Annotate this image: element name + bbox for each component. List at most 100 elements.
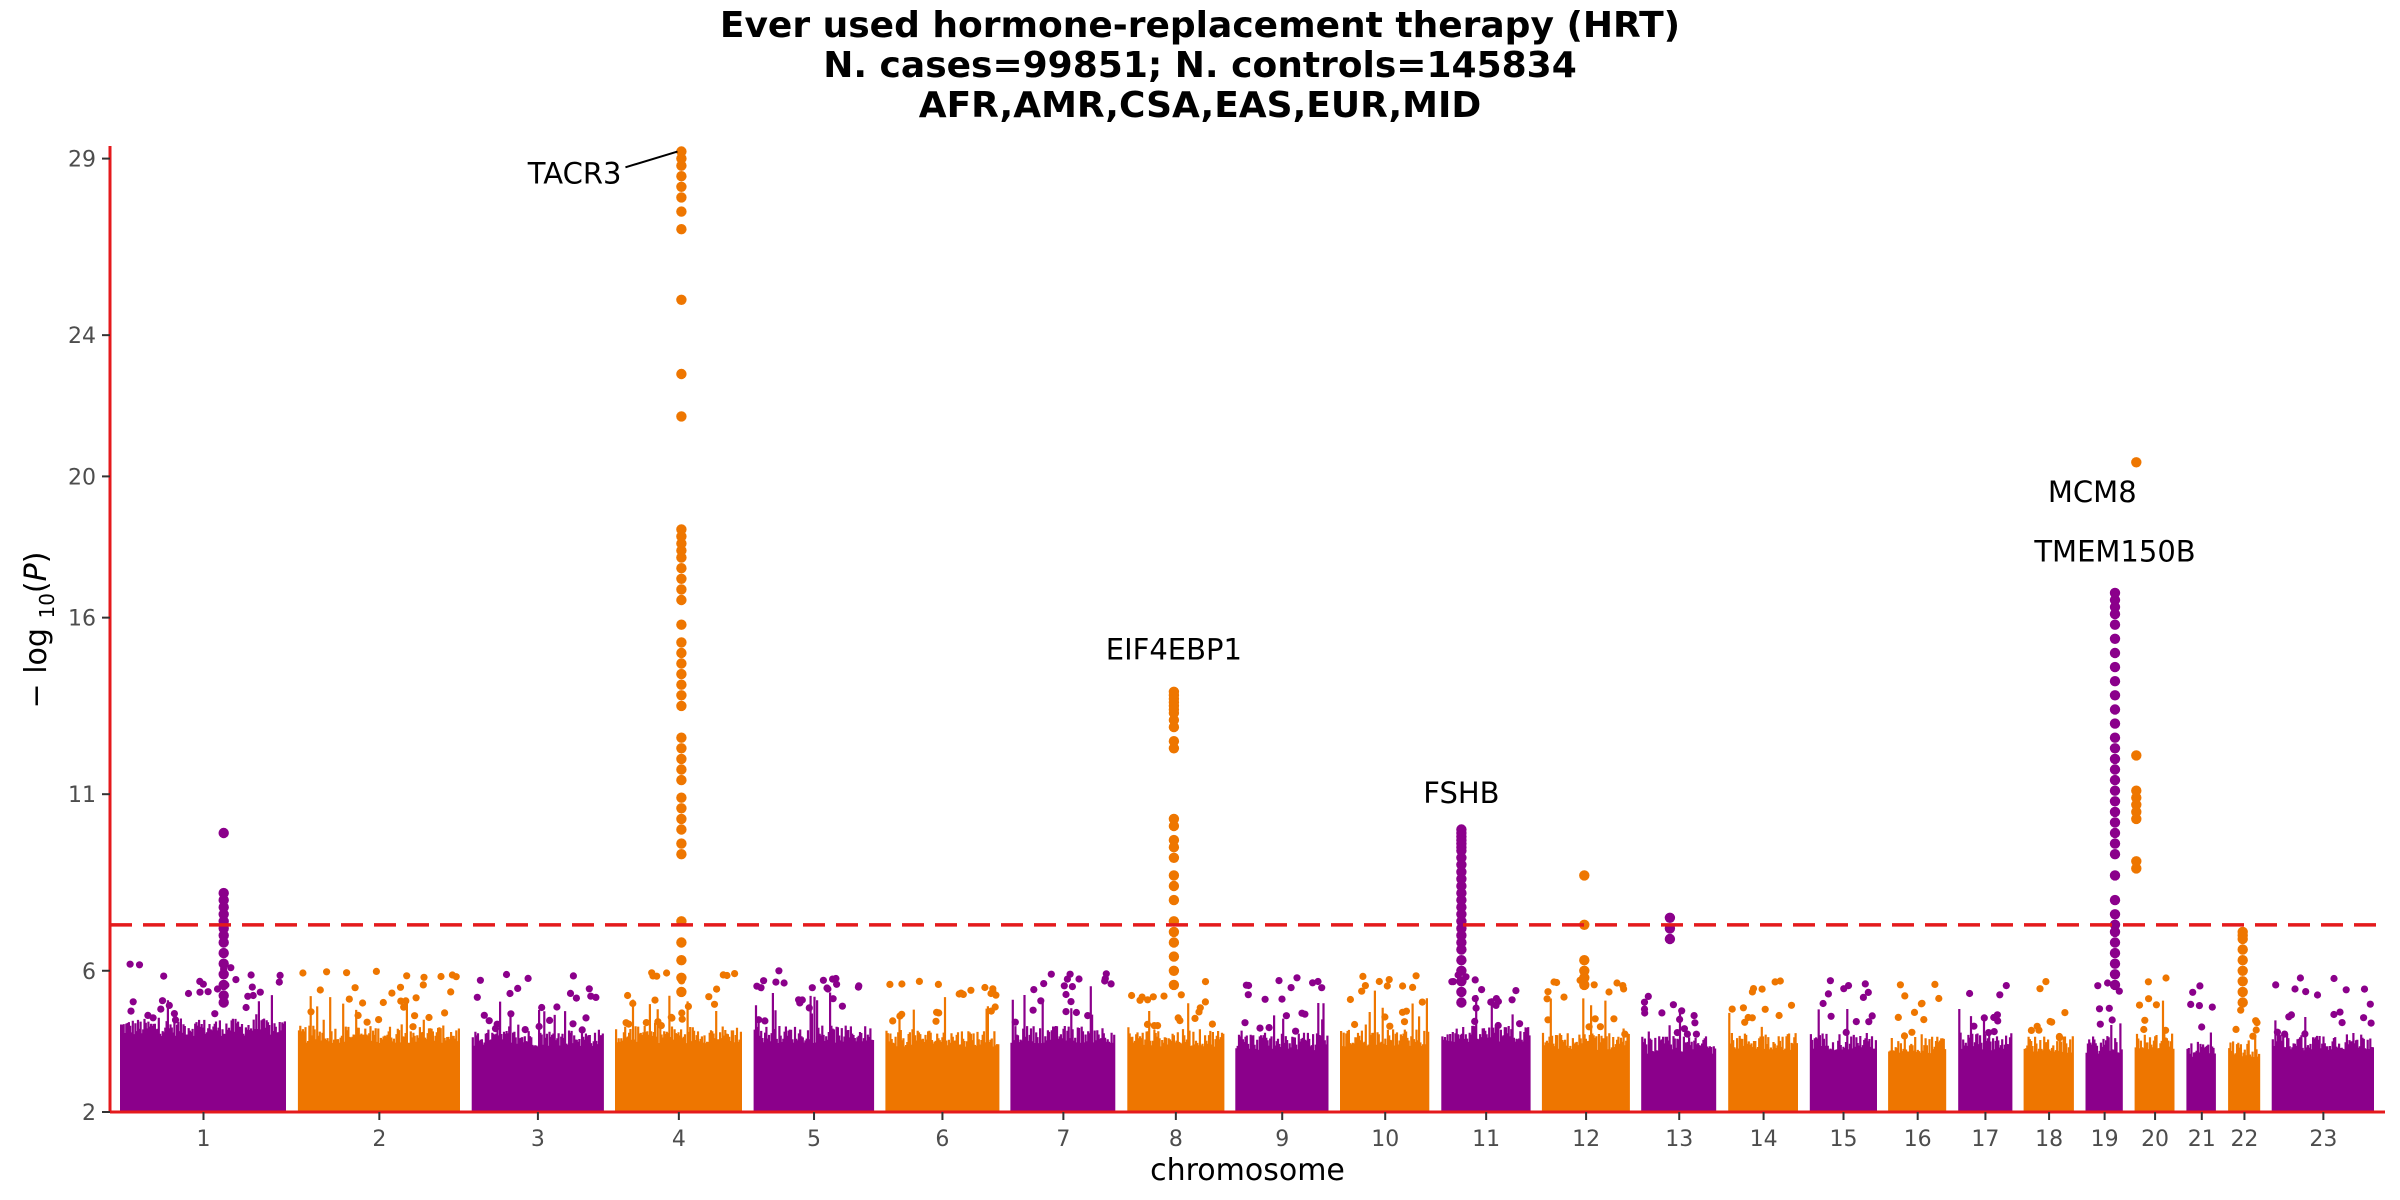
snp-point: [1101, 977, 1109, 985]
snp-point: [425, 1013, 433, 1022]
peak-snp-point: [2109, 969, 2121, 980]
snp-point: [2189, 988, 2197, 996]
peak-snp-point: [676, 732, 687, 743]
snp-point: [2055, 1032, 2063, 1041]
snp-point: [2145, 995, 2153, 1003]
chromosome-band-7: [1010, 986, 1116, 1112]
snp-point: [256, 988, 264, 996]
snp-point: [400, 1003, 408, 1011]
snp-point: [1758, 985, 1766, 993]
snp-point: [1030, 986, 1038, 994]
snp-point: [2061, 1009, 2069, 1017]
snp-point: [678, 1015, 686, 1023]
snp-point: [731, 970, 739, 978]
x-tick-label: 7: [1056, 1127, 1070, 1152]
snp-point: [2033, 1022, 2041, 1030]
snp-point: [1859, 993, 1867, 1002]
snp-point: [1644, 992, 1652, 1001]
peak-snp-point: [218, 997, 229, 1008]
snp-point: [1292, 1027, 1300, 1035]
snp-point: [2232, 1025, 2240, 1033]
snp-point: [1242, 981, 1250, 989]
snp-point: [1301, 1010, 1309, 1018]
snp-point: [1449, 978, 1457, 986]
snp-point: [345, 995, 353, 1003]
snp-point: [1400, 1018, 1409, 1026]
snp-point: [1047, 970, 1055, 978]
snp-point: [2360, 985, 2369, 993]
snp-point: [1970, 1022, 1978, 1030]
snp-point: [1826, 977, 1834, 985]
chart-title-line-1: Ever used hormone-replacement therapy (H…: [719, 5, 1681, 46]
peak-snp-point: [2109, 785, 2121, 796]
chromosome-band-15: [1809, 1009, 1877, 1112]
snp-point: [819, 976, 828, 984]
y-tick-label: 24: [68, 324, 96, 349]
snp-point: [359, 999, 367, 1007]
peak-snp-point: [218, 958, 229, 969]
chromosome-band-5: [753, 992, 875, 1112]
snp-point: [1739, 1004, 1747, 1012]
snp-point: [276, 971, 284, 980]
peak-snp-point: [676, 206, 687, 217]
snp-point: [1278, 995, 1286, 1003]
peak-snp-point: [2109, 958, 2121, 969]
snp-point: [1471, 1017, 1479, 1025]
snp-point: [1150, 1022, 1158, 1030]
snp-point: [521, 1026, 529, 1034]
peak-snp-point: [676, 647, 687, 659]
peak-snp-point: [2237, 976, 2248, 987]
snp-point: [2296, 974, 2304, 982]
snp-point: [854, 983, 863, 991]
chromosome-band-12: [1541, 998, 1630, 1112]
snp-point: [1128, 991, 1136, 1000]
snp-point: [1640, 1005, 1649, 1013]
snp-point: [1409, 983, 1417, 992]
snp-point: [1314, 977, 1322, 986]
snp-point: [2301, 1030, 2309, 1038]
snp-point: [805, 1004, 813, 1012]
snp-point: [1195, 1008, 1203, 1016]
peak-snp-point: [676, 552, 687, 563]
chromosome-band-17: [1958, 1009, 2013, 1112]
snp-point: [684, 1002, 693, 1011]
snp-point: [1261, 995, 1269, 1003]
snp-point: [1066, 970, 1074, 978]
peak-snp-point: [1168, 937, 1180, 948]
snp-point: [592, 993, 600, 1002]
snp-point: [514, 984, 522, 993]
snp-point: [1386, 1022, 1394, 1030]
peak-snp-point: [2109, 704, 2121, 715]
snp-point: [1471, 976, 1479, 984]
snp-point: [1868, 1012, 1876, 1020]
snp-point: [1935, 994, 1943, 1003]
snp-point: [1990, 1028, 1998, 1036]
snp-point: [419, 981, 427, 989]
x-tick-label: 12: [1572, 1127, 1600, 1152]
peak-snp-point: [1168, 721, 1180, 733]
snp-point: [1144, 996, 1152, 1004]
peak-snp-point: [2109, 947, 2121, 959]
x-tick-label: 16: [1904, 1127, 1932, 1152]
snp-point: [1824, 990, 1832, 998]
snp-point: [1827, 1012, 1835, 1020]
peak-snp-point: [2109, 838, 2121, 849]
snp-point: [397, 997, 405, 1005]
snp-point: [247, 971, 255, 979]
snp-point: [1508, 996, 1516, 1004]
snp-point: [1385, 976, 1393, 984]
snp-point: [1375, 977, 1383, 986]
peak-snp-point: [676, 637, 687, 648]
peak-snp-point: [1456, 965, 1467, 976]
snp-point: [2046, 1017, 2054, 1026]
snp-point: [1918, 999, 1926, 1007]
peak-snp-point: [2109, 849, 2121, 860]
snp-point: [2360, 1014, 2368, 1022]
snp-point: [1107, 980, 1115, 988]
x-tick-label: 4: [672, 1127, 686, 1152]
chromosome-band-1: [120, 995, 286, 1112]
snp-point: [1487, 998, 1495, 1006]
peak-snp-point: [1579, 979, 1590, 991]
peak-snp-point: [2109, 796, 2121, 807]
snp-point: [1550, 978, 1558, 986]
